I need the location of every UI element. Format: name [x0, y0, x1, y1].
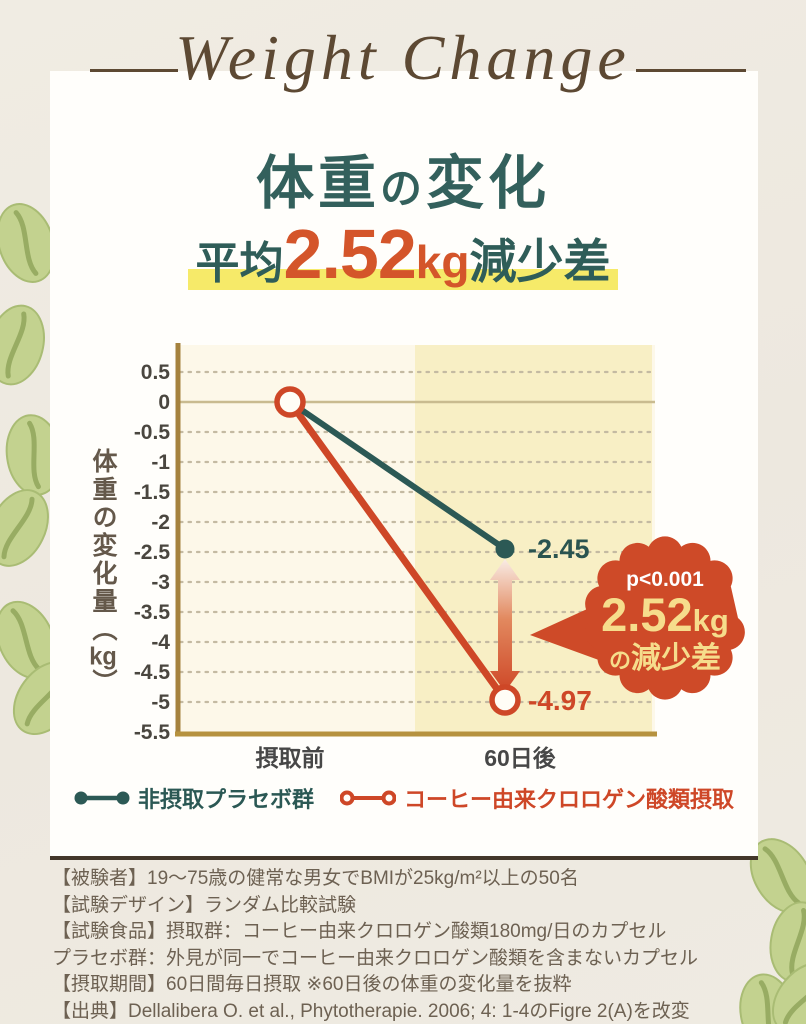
marker-start-open-circle — [274, 386, 306, 418]
title-part: 変化 — [426, 151, 551, 216]
svg-text:-0.5: -0.5 — [134, 421, 171, 444]
header-rule-left — [90, 69, 178, 72]
study-footnotes: 【被験者】19～75歳の健常な男女でBMIが25kg/m²以上の50名 【試験デ… — [52, 866, 792, 1024]
legend-marker-placebo-icon — [74, 791, 130, 805]
svg-text:-1.5: -1.5 — [134, 481, 171, 504]
badge-scallop-shape — [585, 536, 745, 700]
legend-label-placebo: 非摂取プラセボ群 — [137, 787, 314, 812]
legend-item-chlorogenic: コーヒー由来クロロゲン酸類摂取 — [340, 782, 734, 814]
page-title: 体重の変化 — [0, 136, 806, 220]
difference-badge: p<0.001 2.52kg の減少差 — [530, 536, 745, 700]
chart-legend: 非摂取プラセボ群 コーヒー由来クロロゲン酸類摂取 — [50, 782, 758, 814]
footnote-line: 【試験食品】摂取群：コーヒー由来クロロゲン酸類180mg/日のカプセル — [52, 921, 667, 942]
legend-marker-chlorogenic-icon — [340, 790, 396, 806]
badge-p-value: p<0.001 — [626, 568, 704, 591]
subtitle-value: 2.52 — [283, 215, 417, 293]
value-label-placebo: -2.45 — [528, 534, 590, 564]
svg-text:-2.5: -2.5 — [134, 541, 171, 564]
y-axis-paren-open: （ — [89, 616, 117, 644]
legend-label-chlorogenic: コーヒー由来クロロゲン酸類摂取 — [404, 787, 735, 812]
dotted-gridlines — [178, 370, 655, 704]
svg-text:0.5: 0.5 — [141, 361, 171, 384]
footnote-line: 【試験デザイン】ランダム比較試験 — [52, 894, 357, 916]
script-title: Weight Change — [175, 22, 631, 93]
marker-placebo-end-dot — [495, 539, 515, 559]
bean-icon — [0, 300, 52, 391]
svg-text:摂取前: 摂取前 — [256, 745, 325, 771]
svg-text:-2: -2 — [151, 511, 170, 534]
footnote-line: 【出典】Dellalibera O. et al., Phytotherapie… — [52, 1000, 690, 1022]
badge-value-line: 2.52kg — [601, 588, 729, 641]
svg-text:-3: -3 — [151, 571, 170, 594]
badge-caption-particle: の — [609, 648, 631, 673]
title-part: 体重 — [255, 151, 380, 216]
svg-text:-5.5: -5.5 — [134, 721, 171, 744]
value-label-chlorogenic: -4.97 — [528, 685, 592, 716]
badge-caption-line: の減少差 — [609, 642, 721, 675]
svg-text:-5: -5 — [151, 691, 170, 714]
line-chlorogenic — [286, 398, 509, 704]
marker-chlorogenic-end-open-circle — [489, 684, 521, 716]
header-rule-right — [636, 69, 746, 72]
headline-result: 平均2.52kg減少差 — [0, 214, 806, 294]
line-placebo — [287, 399, 508, 552]
svg-text:-4: -4 — [151, 631, 170, 654]
y-axis-unit: kg — [89, 644, 117, 669]
subtitle-prefix: 平均 — [195, 239, 284, 288]
y-axis-title: 体重の変化量（kg） — [89, 448, 117, 697]
subtitle-suffix: 減少差 — [469, 235, 611, 288]
difference-arrow — [490, 559, 520, 692]
yellow-highlight-bar — [187, 269, 619, 290]
svg-text:-1: -1 — [151, 451, 170, 474]
title-particle: の — [379, 167, 426, 213]
footnote-line: プラセボ群：外見が同一でコーヒー由来クロロゲン酸類を含まないカプセル — [52, 947, 699, 969]
footnote-line: 【被験者】19～75歳の健常な男女でBMIが25kg/m²以上の50名 — [52, 868, 579, 889]
svg-text:0: 0 — [158, 391, 170, 414]
y-axis-title-text: 体重の変化量 — [89, 448, 117, 616]
svg-text:60日後: 60日後 — [484, 745, 557, 771]
subtitle-unit: kg — [415, 236, 470, 288]
footnote-line: 【摂取期間】60日間毎日摂取 ※60日後の体重の変化量を抜粋 — [52, 974, 572, 995]
legend-item-placebo: 非摂取プラセボ群 — [74, 782, 314, 814]
y-axis-paren-close: ） — [89, 669, 117, 697]
badge-tail — [530, 600, 607, 663]
svg-text:-3.5: -3.5 — [134, 601, 171, 624]
x-axis-tick-labels: 摂取前 60日後 — [256, 745, 557, 771]
y-axis-tick-labels: 0.5 0 -0.5 -1 -1.5 -2 -2.5 -3 -3.5 -4 -4… — [134, 361, 171, 744]
weight-change-line-chart: 0.5 0 -0.5 -1 -1.5 -2 -2.5 -3 -3.5 -4 -4… — [134, 343, 745, 771]
svg-text:-4.5: -4.5 — [134, 661, 171, 684]
badge-unit: kg — [693, 603, 729, 638]
badge-value: 2.52 — [601, 588, 692, 641]
badge-caption: 減少差 — [631, 642, 721, 675]
